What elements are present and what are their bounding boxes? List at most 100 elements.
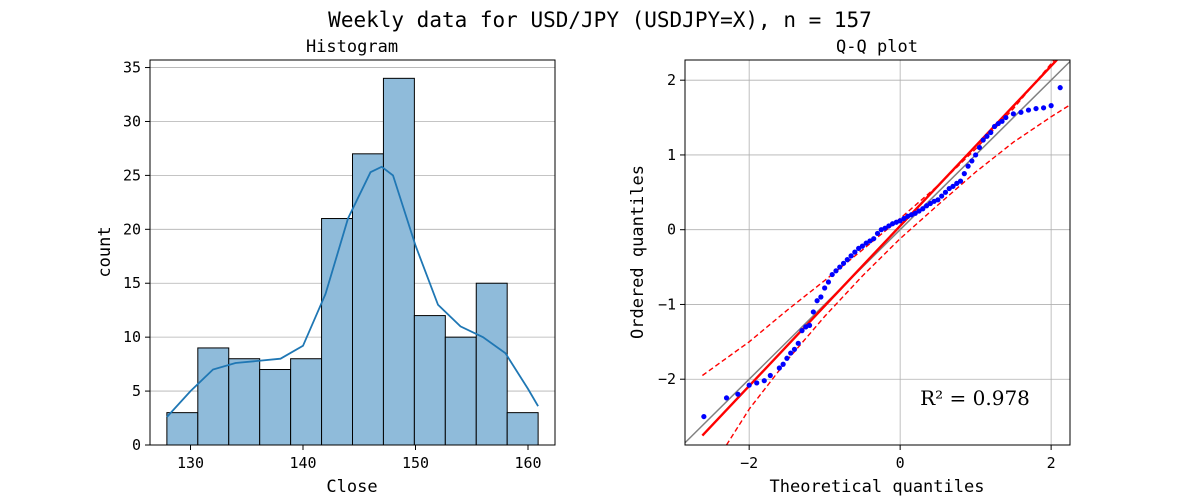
y-tick-label: 2	[667, 71, 676, 89]
qq-point	[863, 240, 869, 246]
histogram-bar	[166, 412, 199, 446]
qq-point	[788, 350, 794, 356]
qq-point	[814, 298, 820, 304]
qq-point	[867, 238, 873, 244]
qq-point	[837, 264, 843, 270]
qq-point	[840, 260, 847, 266]
qq-point	[935, 197, 941, 203]
qq-point	[746, 382, 752, 388]
qq-axes-frame	[684, 59, 1071, 446]
qq-point	[848, 253, 854, 259]
histogram-bar	[290, 358, 323, 446]
qq-point	[961, 171, 967, 177]
qq-point	[901, 215, 907, 222]
qq-point	[923, 203, 930, 209]
qq-point	[833, 268, 839, 274]
histogram-bar	[382, 77, 415, 446]
qq-y-ticks: −2 −1 0 1 2	[658, 71, 685, 388]
y-tick-label: 30	[123, 112, 141, 130]
qq-point	[916, 208, 922, 214]
qq-point	[856, 245, 862, 251]
confidence-upper-line	[701, 60, 1055, 377]
qq-point	[761, 378, 767, 384]
y-tick-label: 0	[667, 221, 676, 239]
qq-point	[954, 180, 960, 186]
qq-point	[920, 206, 926, 212]
qq-point	[723, 395, 730, 401]
qq-point	[1003, 114, 1009, 121]
y-tick-label: 5	[132, 382, 141, 400]
x-tick-label: −2	[740, 454, 758, 472]
qq-point	[810, 309, 816, 315]
confidence-lower-line	[725, 104, 1070, 445]
qq-point	[799, 328, 805, 334]
qq-point	[1033, 105, 1039, 112]
qq-point	[942, 189, 949, 195]
histogram-bar	[259, 369, 292, 446]
qq-point	[795, 340, 801, 346]
histogram-bar	[444, 336, 477, 446]
qq-point	[886, 223, 892, 229]
qq-point	[999, 118, 1005, 124]
qq-point	[791, 346, 798, 352]
qq-point	[976, 144, 983, 151]
y-tick-label: −2	[658, 370, 676, 388]
qq-point	[784, 355, 790, 361]
qq-plot-panel: Q-Q plot −2 0 2 −2 −1 0 1 2 Theoretical quanti…	[628, 37, 1071, 497]
qq-point	[1025, 107, 1032, 113]
histogram-bar	[352, 153, 384, 446]
histogram-panel: Histogram 130 140 150 160 0 5 10 15 20 25 30 35 Cl…	[95, 37, 556, 497]
qq-point	[939, 193, 945, 199]
x-tick-label: 2	[1047, 454, 1056, 472]
qq-point	[969, 158, 975, 164]
qq-point	[780, 361, 786, 367]
y-tick-label: 10	[123, 328, 141, 346]
qq-point	[829, 271, 835, 278]
qq-point	[897, 218, 903, 224]
histogram-x-ticks: 130 140 150 160	[177, 445, 542, 472]
histogram-y-ticks: 0 5 10 15 20 25 30 35	[123, 59, 150, 454]
fit-line	[701, 60, 1059, 437]
qq-point	[1057, 85, 1063, 91]
y-tick-label: 35	[123, 59, 141, 77]
y-tick-label: −1	[658, 295, 676, 313]
qq-point	[984, 133, 990, 139]
y-tick-label: 0	[132, 436, 141, 454]
qq-x-label: Theoretical quantiles	[770, 477, 985, 497]
reference-line	[685, 60, 1070, 444]
qq-point	[825, 279, 832, 285]
histogram-bar	[197, 347, 230, 446]
qq-point	[701, 413, 707, 420]
qq-x-ticks: −2 0 2	[740, 445, 1056, 472]
qq-point	[1040, 105, 1047, 111]
y-tick-label: 20	[123, 220, 141, 238]
qq-point	[1048, 103, 1054, 109]
y-tick-label: 25	[123, 166, 141, 184]
histogram-bars	[166, 77, 539, 446]
qq-point	[818, 294, 824, 300]
histogram-kde-curve	[166, 165, 539, 418]
qq-point	[859, 243, 866, 249]
qq-point	[980, 137, 986, 143]
qq-point	[927, 200, 933, 207]
qq-point	[871, 236, 877, 242]
qq-point	[965, 163, 971, 169]
qq-point	[754, 380, 760, 386]
qq-point	[806, 322, 813, 328]
qq-point	[912, 210, 918, 216]
qq-point	[957, 178, 964, 184]
x-tick-label: 130	[177, 454, 204, 472]
x-tick-label: 140	[289, 454, 316, 472]
qq-point	[822, 285, 828, 291]
histogram-bar	[506, 412, 539, 446]
histogram-bar	[475, 282, 508, 446]
y-tick-label: 1	[667, 146, 676, 164]
histogram-y-label: count	[95, 226, 115, 277]
qq-point	[995, 120, 1001, 127]
qq-point	[991, 123, 998, 130]
histogram-axes-frame	[149, 59, 556, 446]
qq-point	[950, 183, 956, 189]
qq-y-label: Ordered quantiles	[628, 165, 648, 339]
qq-fit-line	[701, 60, 1059, 437]
